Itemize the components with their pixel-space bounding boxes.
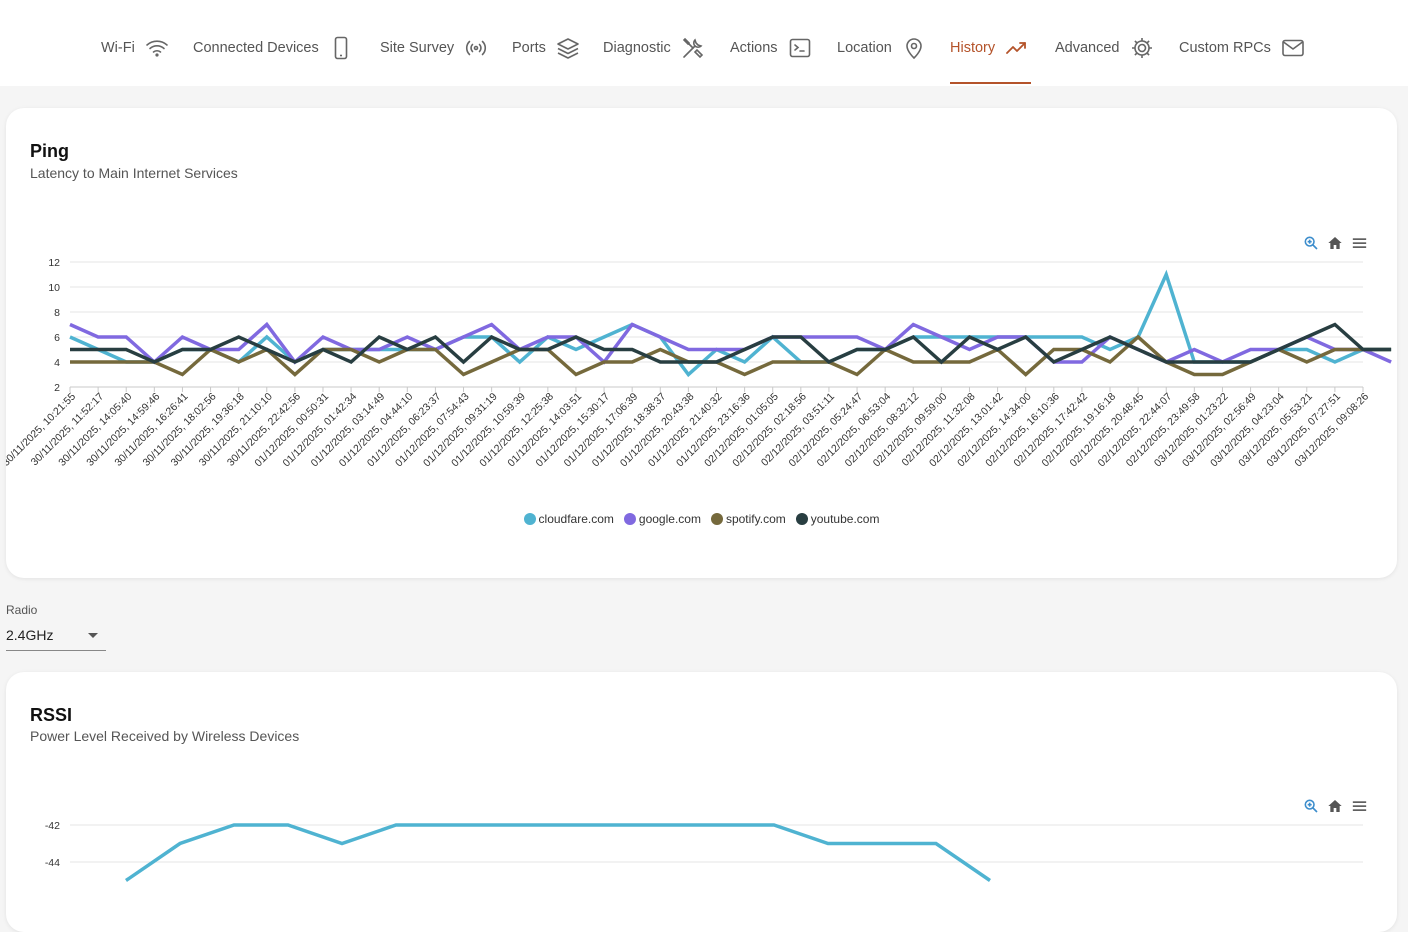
y-tick-label: -44 xyxy=(45,857,60,869)
y-tick-label: 10 xyxy=(48,282,60,294)
chart-toolbar xyxy=(1302,797,1368,815)
tab-location[interactable]: Location xyxy=(837,32,926,84)
rssi-card: RSSI Power Level Received by Wireless De… xyxy=(6,672,1397,932)
tab-connected-devices[interactable]: Connected Devices xyxy=(193,32,353,84)
radio-value: 2.4GHz xyxy=(6,627,54,643)
series-line-google-com[interactable] xyxy=(69,321,1392,365)
legend-item[interactable]: spotify.com xyxy=(710,512,786,526)
tab-label: Custom RPCs xyxy=(1179,40,1271,56)
legend-label: spotify.com xyxy=(725,512,786,526)
y-tick-label: 8 xyxy=(54,307,60,319)
legend-marker xyxy=(795,513,808,525)
y-tick-label: 6 xyxy=(54,332,60,344)
phone-icon xyxy=(334,36,348,60)
gear-icon xyxy=(1131,38,1152,58)
ping-legend: cloudfare.com google.com spotify.com you… xyxy=(6,512,1397,526)
trending-up-icon xyxy=(1006,42,1027,54)
tab-label: Diagnostic xyxy=(603,40,671,56)
wifi-icon xyxy=(146,40,168,57)
tab-label: Connected Devices xyxy=(193,40,319,56)
legend-label: cloudfare.com xyxy=(538,512,614,526)
series-line-spotify-com[interactable] xyxy=(70,334,1392,377)
tab-label: Location xyxy=(837,40,892,56)
rssi-chart: -42 -44 xyxy=(45,820,1363,882)
ping-subtitle: Latency to Main Internet Services xyxy=(30,165,238,181)
series-line-youtube-com[interactable] xyxy=(70,322,1392,365)
y-tick-label: -42 xyxy=(45,820,60,832)
rssi-series-line-0[interactable] xyxy=(125,823,991,882)
legend-label: youtube.com xyxy=(810,512,880,526)
ping-card: Ping Latency to Main Internet Services 2… xyxy=(6,108,1397,578)
tab-label: Site Survey xyxy=(380,40,455,56)
tab-advanced[interactable]: Advanced xyxy=(1055,32,1154,84)
location-pin-icon xyxy=(906,38,922,60)
legend-marker xyxy=(523,513,536,525)
radio-label: Radio xyxy=(6,603,38,617)
tab-history[interactable]: History xyxy=(950,32,1031,84)
radio-select[interactable]: 2.4GHz xyxy=(6,622,106,651)
tab-diagnostic[interactable]: Diagnostic xyxy=(603,32,705,84)
tab-ports[interactable]: Ports xyxy=(512,32,580,84)
y-tick-label: 4 xyxy=(54,357,60,369)
legend-marker xyxy=(710,513,723,525)
layers-icon xyxy=(557,38,579,59)
rssi-title: RSSI xyxy=(30,705,73,725)
tab-label: Actions xyxy=(730,40,778,56)
tab-wifi[interactable]: Wi-Fi xyxy=(101,32,169,84)
y-tick-label: 12 xyxy=(48,257,60,269)
ping-title: Ping xyxy=(30,141,69,161)
home-icon[interactable] xyxy=(1326,234,1344,252)
tab-custom-rpcs[interactable]: Custom RPCs xyxy=(1179,32,1305,84)
tab-label: Wi-Fi xyxy=(101,40,135,56)
tab-actions[interactable]: Actions xyxy=(730,32,812,84)
menu-icon[interactable] xyxy=(1350,234,1368,252)
legend-label: google.com xyxy=(638,512,701,526)
legend-item[interactable]: google.com xyxy=(623,512,701,526)
rssi-subtitle: Power Level Received by Wireless Devices xyxy=(30,728,300,744)
tab-site-survey[interactable]: Site Survey xyxy=(380,32,488,84)
broadcast-icon xyxy=(466,40,487,56)
chevron-down-icon xyxy=(88,633,98,638)
legend-item[interactable]: cloudfare.com xyxy=(523,512,614,526)
mail-icon xyxy=(1282,39,1304,57)
tools-icon xyxy=(682,37,703,59)
zoom-in-icon[interactable] xyxy=(1302,797,1320,815)
legend-item[interactable]: youtube.com xyxy=(795,512,880,526)
tab-label: Advanced xyxy=(1055,40,1120,56)
chart-toolbar xyxy=(1302,234,1368,252)
top-navigation: Wi-Fi Connected Devices Site Survey Port… xyxy=(0,0,1408,86)
home-icon[interactable] xyxy=(1326,797,1344,815)
menu-icon[interactable] xyxy=(1350,797,1368,815)
tab-label: Ports xyxy=(512,40,546,56)
terminal-icon xyxy=(789,38,810,58)
y-tick-label: 2 xyxy=(54,382,60,394)
zoom-in-icon[interactable] xyxy=(1302,234,1320,252)
legend-marker xyxy=(623,513,636,525)
tab-label: History xyxy=(950,40,996,56)
